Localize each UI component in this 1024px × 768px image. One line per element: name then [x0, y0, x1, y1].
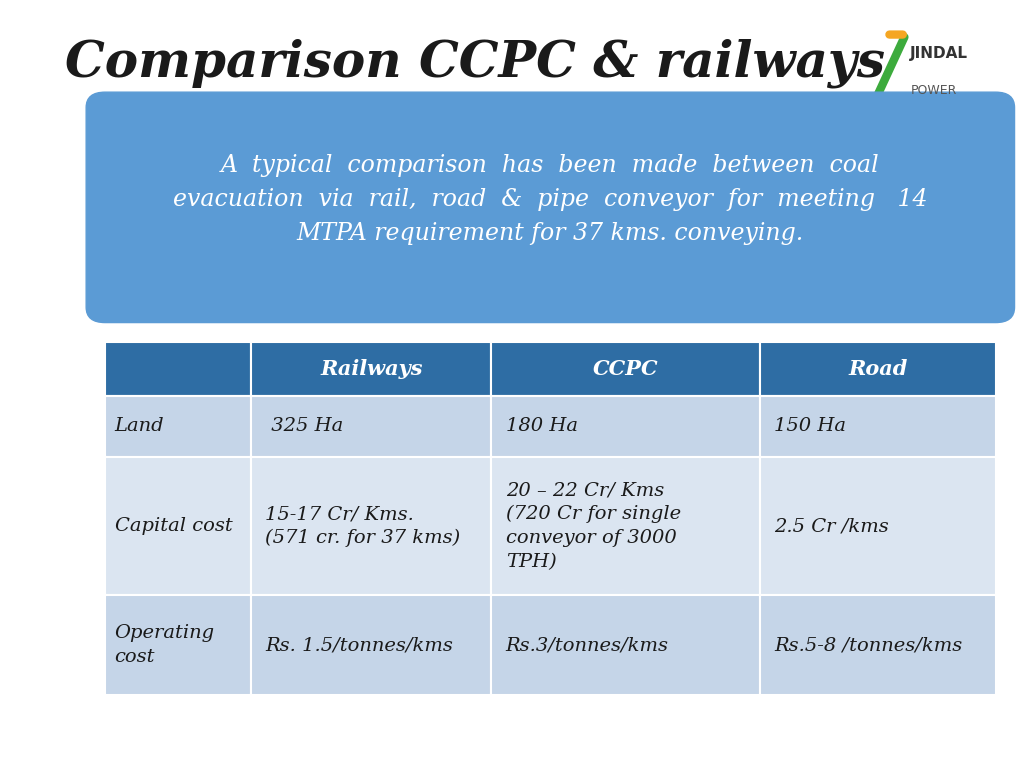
- Text: CCPC: CCPC: [593, 359, 658, 379]
- Text: 2.5 Cr /kms: 2.5 Cr /kms: [774, 517, 889, 535]
- FancyBboxPatch shape: [86, 92, 1015, 323]
- Text: 150 Ha: 150 Ha: [774, 417, 846, 435]
- Bar: [251, 396, 492, 457]
- Bar: [760, 595, 995, 695]
- Text: JINDAL: JINDAL: [910, 46, 969, 61]
- Text: Rs. 1.5/tonnes/kms: Rs. 1.5/tonnes/kms: [265, 636, 454, 654]
- Text: POWER: POWER: [910, 84, 956, 98]
- Text: Land: Land: [115, 417, 164, 435]
- Bar: [105, 342, 251, 396]
- Text: 20 – 22 Cr/ Kms
(720 Cr for single
conveyor of 3000
TPH): 20 – 22 Cr/ Kms (720 Cr for single conve…: [506, 482, 681, 571]
- Bar: [251, 457, 492, 595]
- Text: 180 Ha: 180 Ha: [506, 417, 578, 435]
- Text: Rs.3/tonnes/kms: Rs.3/tonnes/kms: [506, 636, 669, 654]
- Text: 15-17 Cr/ Kms.
(571 cr. for 37 kms): 15-17 Cr/ Kms. (571 cr. for 37 kms): [265, 505, 461, 547]
- Text: A  typical  comparison  has  been  made  between  coal
evacuation  via  rail,  r: A typical comparison has been made betwe…: [173, 154, 928, 245]
- Bar: [760, 396, 995, 457]
- Bar: [105, 457, 251, 595]
- Bar: [760, 342, 995, 396]
- Bar: [251, 342, 492, 396]
- Bar: [492, 342, 760, 396]
- Text: Rs.5-8 /tonnes/kms: Rs.5-8 /tonnes/kms: [774, 636, 963, 654]
- FancyArrowPatch shape: [879, 37, 904, 94]
- Text: Capital cost: Capital cost: [115, 517, 232, 535]
- Bar: [492, 457, 760, 595]
- Text: 325 Ha: 325 Ha: [265, 417, 344, 435]
- Bar: [760, 457, 995, 595]
- Text: Road: Road: [848, 359, 907, 379]
- Text: Operating
cost: Operating cost: [115, 624, 215, 666]
- Text: Railways: Railways: [321, 359, 423, 379]
- Text: Comparison CCPC & railways: Comparison CCPC & railways: [65, 38, 885, 88]
- Bar: [105, 595, 251, 695]
- Bar: [492, 595, 760, 695]
- Bar: [492, 396, 760, 457]
- Bar: [251, 595, 492, 695]
- Bar: [105, 396, 251, 457]
